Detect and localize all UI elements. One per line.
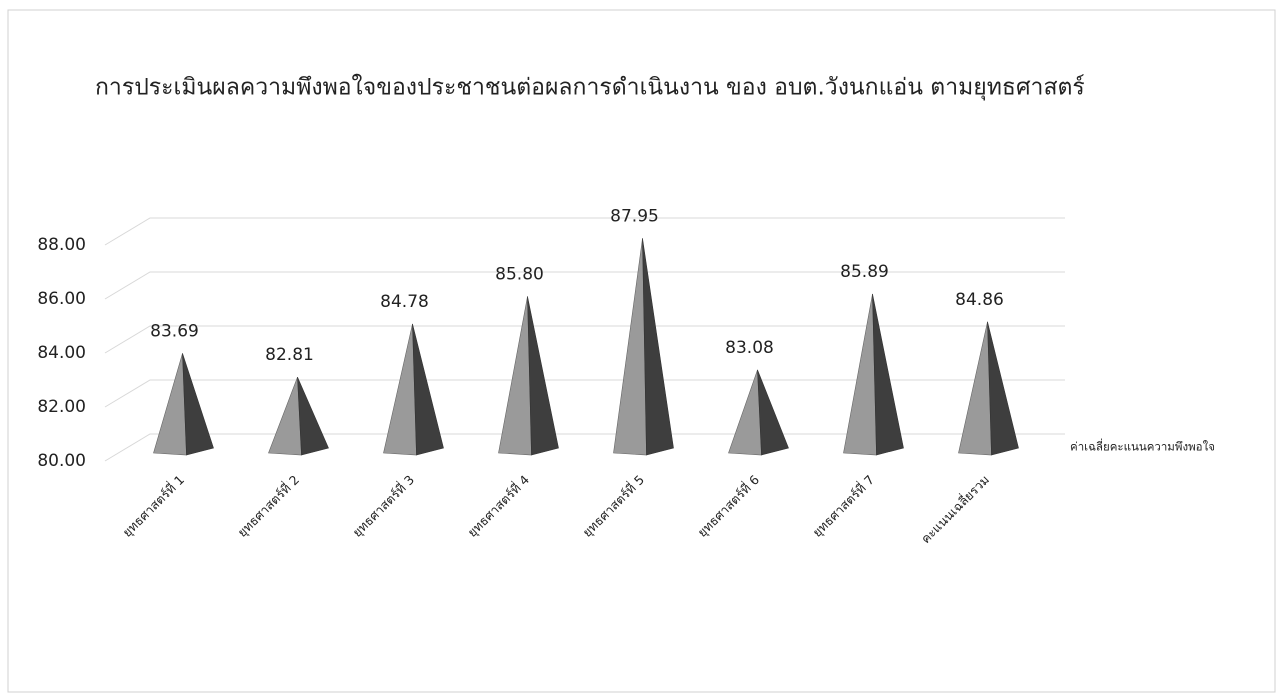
value-label: 83.08 xyxy=(725,338,774,358)
pyramid-right-face xyxy=(757,369,789,456)
y-tick-label: 86.00 xyxy=(37,289,86,309)
pyramid-left-face xyxy=(728,369,762,456)
pyramid xyxy=(843,293,904,456)
value-label: 87.95 xyxy=(610,206,659,226)
grid-line xyxy=(104,217,1065,246)
value-label: 85.80 xyxy=(495,264,544,284)
value-label: 82.81 xyxy=(265,345,314,365)
pyramid xyxy=(958,321,1019,456)
pyramid-right-face xyxy=(527,296,559,456)
pyramid-left-face xyxy=(268,377,302,456)
pyramid-left-face xyxy=(613,238,647,456)
grid-line xyxy=(104,271,1065,300)
x-tick-label: ยุทธศาสตร์ที่ 4 xyxy=(464,471,533,540)
pyramid xyxy=(498,296,559,456)
x-tick-label: ยุทธศาสตร์ที่ 3 xyxy=(349,471,418,540)
pyramid xyxy=(383,323,444,456)
chart-frame xyxy=(7,9,1276,693)
value-label: 84.78 xyxy=(380,292,429,312)
pyramid-right-face xyxy=(412,323,444,456)
x-tick-label: ยุทธศาสตร์ที่ 7 xyxy=(809,471,878,540)
pyramid-right-face xyxy=(297,377,329,456)
pyramid-left-face xyxy=(153,353,187,456)
chart-title: การประเมินผลความพึงพอใจของประชาชนต่อผลกา… xyxy=(95,74,1085,101)
x-tick-label: ยุทธศาสตร์ที่ 2 xyxy=(234,471,303,540)
value-label: 85.89 xyxy=(840,262,889,282)
pyramid-left-face xyxy=(958,321,992,456)
x-tick-label: ยุทธศาสตร์ที่ 6 xyxy=(694,471,763,540)
pyramid-right-face xyxy=(642,238,674,456)
pyramid-right-face xyxy=(872,293,904,456)
y-tick-label: 88.00 xyxy=(37,235,86,255)
grid-line xyxy=(104,433,1065,462)
y-tick-label: 84.00 xyxy=(37,343,86,363)
pyramid xyxy=(268,377,329,456)
value-label: 84.86 xyxy=(955,290,1004,310)
pyramid-left-face xyxy=(843,293,877,456)
pyramid xyxy=(613,238,674,456)
y-tick-label: 80.00 xyxy=(37,451,86,471)
pyramid-left-face xyxy=(498,296,532,456)
x-tick-label: ยุทธศาสตร์ที่ 5 xyxy=(579,471,648,540)
value-label: 83.69 xyxy=(150,321,199,341)
series-label: ค่าเฉลี่ยคะแนนความพึงพอใจ xyxy=(1070,439,1215,454)
grid-line xyxy=(104,379,1065,408)
pyramid-right-face xyxy=(987,321,1019,456)
pyramid xyxy=(153,353,214,456)
grid-line xyxy=(104,325,1065,354)
y-tick-label: 82.00 xyxy=(37,397,86,417)
pyramid-left-face xyxy=(383,323,417,456)
pyramid-right-face xyxy=(182,353,214,456)
x-tick-label: คะแนนเฉลี่ยรวม xyxy=(917,471,992,546)
pyramid xyxy=(728,369,789,456)
x-tick-label: ยุทธศาสตร์ที่ 1 xyxy=(119,471,188,540)
